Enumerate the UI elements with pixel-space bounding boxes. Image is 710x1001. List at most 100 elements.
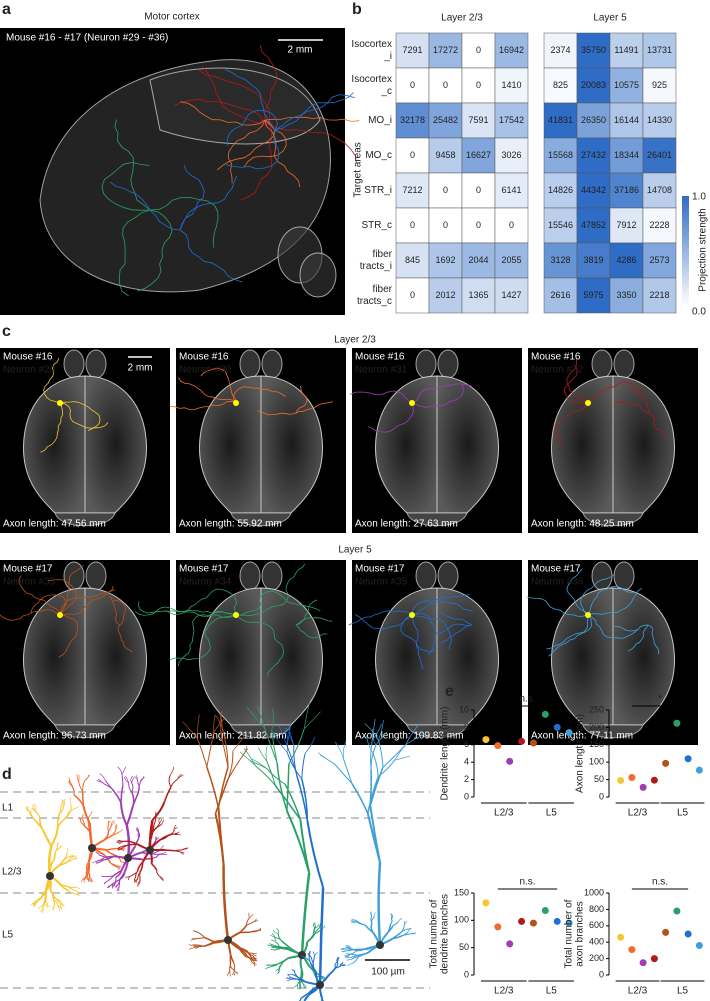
dendrite [405, 723, 420, 746]
heatmap-cell [543, 242, 578, 279]
row-label: STR_i [364, 185, 392, 196]
y-tick-label: 100 [589, 757, 604, 767]
dendrite [132, 792, 140, 807]
cell-value: 35750 [581, 45, 606, 55]
dendrite [255, 929, 262, 932]
dendrite [286, 744, 298, 776]
dendrite [300, 872, 311, 956]
data-point [617, 776, 625, 784]
axon-trace [224, 69, 276, 131]
dendrite [312, 927, 316, 935]
axon-trace [108, 595, 121, 626]
dendrite [300, 968, 303, 979]
dendrite [377, 862, 382, 946]
dendrite [286, 721, 291, 746]
heatmap-cell [461, 32, 496, 69]
axon-trace [274, 94, 356, 131]
dendrite [57, 815, 68, 827]
dendrite [72, 805, 79, 810]
cell-value: 0 [410, 80, 415, 90]
heatmap-cell [576, 102, 611, 139]
cell-value: 14826 [548, 185, 573, 195]
dendrite [364, 722, 379, 741]
group-label: L2/3 [628, 808, 648, 819]
cell-value: 16942 [499, 45, 524, 55]
dendrite [68, 777, 72, 785]
dendrite [196, 714, 200, 738]
cell-value: 2616 [550, 290, 570, 300]
dendrite [229, 953, 235, 964]
dendrite [131, 777, 135, 784]
y-tick-label: 0 [599, 969, 604, 979]
cell-value: 44342 [581, 185, 606, 195]
dendrite [367, 776, 379, 814]
dendrite [188, 944, 196, 947]
axon-trace [411, 383, 472, 404]
dendrite [285, 727, 289, 753]
dendrite [346, 958, 352, 961]
axon-trace [137, 209, 173, 292]
dendrite [118, 841, 123, 845]
dendrite [73, 794, 84, 806]
axon-trace [114, 119, 151, 211]
dendrite [68, 780, 73, 787]
dendrite [407, 928, 411, 933]
row-label: fiber [373, 249, 393, 260]
layer-label: L1 [2, 803, 14, 814]
dendrite [278, 957, 289, 965]
dendrite [303, 983, 306, 989]
data-point [639, 959, 647, 967]
dendrite [121, 774, 124, 786]
soma [585, 400, 591, 406]
layer-boundaries [0, 791, 430, 989]
data-point [482, 899, 490, 907]
heatmap-cell [642, 67, 677, 104]
dendrite [60, 884, 70, 888]
cell-value: 0 [476, 185, 481, 195]
dendrite [161, 819, 165, 825]
dendrite [220, 735, 229, 768]
y-axis-title: Total number of [564, 899, 575, 968]
dendrite [64, 855, 70, 860]
cell-value: 0 [443, 185, 448, 195]
dendrite [192, 930, 199, 934]
dendrite [125, 805, 134, 826]
dendrite [252, 959, 258, 962]
data-point [518, 917, 526, 925]
heatmap-cell [543, 172, 578, 209]
dendrite [246, 955, 253, 963]
brain-image [0, 560, 170, 745]
dendrite [83, 876, 87, 881]
y-axis-title: axon branches [575, 901, 586, 967]
dendrite [67, 890, 75, 895]
dendrite [196, 937, 205, 939]
dendrite [86, 875, 89, 881]
dendrite [95, 860, 100, 863]
dendrite [58, 845, 63, 849]
heatmap-cell [609, 207, 644, 244]
dendrite [334, 763, 353, 784]
scale-bar-label: 2 mm [288, 45, 313, 56]
cell-value: 845 [405, 255, 420, 265]
dendrite [232, 735, 245, 752]
dendrite [286, 763, 290, 811]
axon-trace [18, 575, 61, 616]
data-point [695, 766, 703, 774]
panel-subtitle: Mouse #16 - #17 (Neuron #29 - #36) [6, 33, 168, 44]
dendrite [392, 932, 402, 940]
dendrite [172, 833, 178, 836]
dendrite [52, 899, 56, 907]
dendrite [28, 811, 35, 820]
dendrite [350, 954, 359, 959]
axon-trace [0, 609, 61, 621]
dendrite [49, 889, 55, 900]
dendrite [118, 829, 123, 833]
y-tick-label: 4 [464, 757, 469, 767]
dendrite [84, 825, 92, 835]
data-point [695, 941, 703, 949]
axon-trace [227, 119, 266, 184]
dendrite [87, 870, 91, 878]
dendrite [350, 920, 358, 922]
group-label: L2/3 [628, 986, 648, 997]
dendrite [271, 708, 274, 731]
